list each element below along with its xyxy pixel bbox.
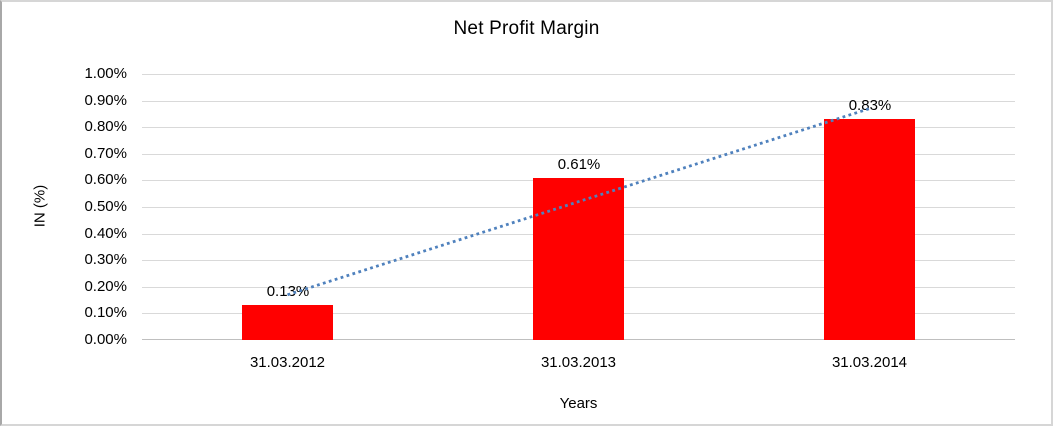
y-tick-label: 0.90% <box>84 92 127 109</box>
bar-data-label: 0.83% <box>848 97 892 114</box>
x-axis-tick-labels: 31.03.2012 31.03.2013 31.03.2014 <box>142 354 1015 371</box>
bar <box>824 119 915 340</box>
bar-data-label: 0.61% <box>557 156 601 173</box>
y-tick-label: 0.60% <box>84 171 127 188</box>
y-tick-label: 0.20% <box>84 278 127 295</box>
bar <box>242 305 333 340</box>
y-tick-label: 1.00% <box>84 65 127 82</box>
gridline <box>142 101 1015 102</box>
y-tick-label: 0.70% <box>84 145 127 162</box>
y-tick-label: 0.40% <box>84 225 127 242</box>
gridline <box>142 127 1015 128</box>
gridline <box>142 154 1015 155</box>
y-tick-label: 0.30% <box>84 251 127 268</box>
bar-data-label: 0.13% <box>266 283 310 300</box>
trendline-layer <box>287 107 870 297</box>
chart-title: Net Profit Margin <box>453 18 600 39</box>
x-axis-title: Years <box>559 395 598 412</box>
gridline <box>142 74 1015 75</box>
y-axis-tick-labels: 0.00% 0.10% 0.20% 0.30% 0.40% 0.50% 0.60% 0.70%… <box>2 65 127 348</box>
x-tick-label: 31.03.2013 <box>540 354 617 371</box>
x-tick-label: 31.03.2014 <box>831 354 908 371</box>
y-tick-label: 0.50% <box>84 198 127 215</box>
y-tick-label: 0.10% <box>84 304 127 321</box>
y-tick-label: 0.80% <box>84 118 127 135</box>
trendline <box>287 107 870 297</box>
y-tick-label: 0.00% <box>84 331 127 348</box>
x-tick-label: 31.03.2012 <box>249 354 326 371</box>
bar <box>533 178 624 340</box>
plot-area: 0.13% 0.61% 0.83% <box>142 74 1015 340</box>
